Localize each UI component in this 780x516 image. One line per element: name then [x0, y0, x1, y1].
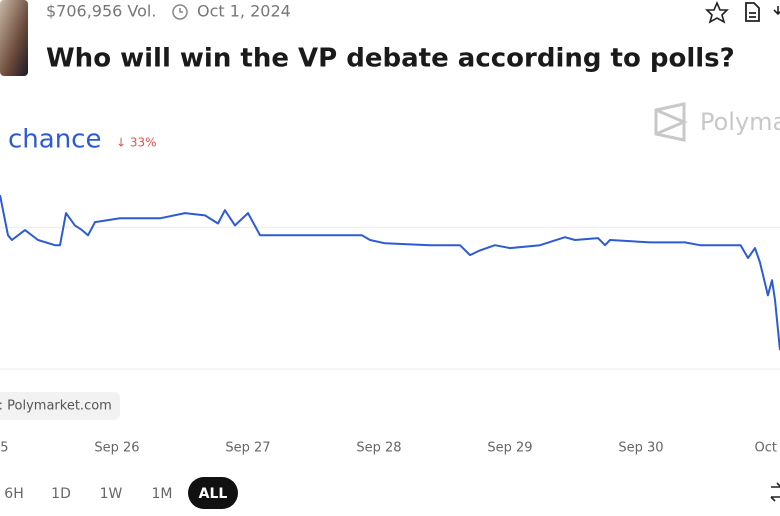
source-pill	[0, 392, 120, 420]
x-tick-label: Sep 30	[618, 441, 663, 456]
date: Oct 1, 2024	[197, 2, 291, 21]
clock-icon	[172, 4, 188, 20]
volume: $706,956 Vol.	[46, 2, 156, 21]
x-tick-label: Oct 1	[755, 441, 780, 456]
doc-icon[interactable]	[745, 2, 760, 22]
x-tick-label: Sep 27	[225, 441, 270, 456]
x-tick-label: Sep 25	[0, 441, 9, 456]
watermark: Polymarket	[700, 108, 780, 136]
range-button[interactable]: 1M	[152, 486, 173, 502]
range-button[interactable]: ALL	[199, 486, 228, 502]
range-button[interactable]: 6H	[4, 486, 23, 502]
range-active-bg[interactable]	[188, 477, 238, 509]
avatar	[0, 0, 28, 76]
chart: Sep 25 Sep 26 Sep 27 Sep 28 Sep 29 Sep 30 Oct …	[0, 194, 780, 456]
share-icon[interactable]	[773, 6, 780, 16]
swap-icon[interactable]	[770, 482, 780, 502]
change: ↓ 33%	[116, 136, 157, 150]
range-button[interactable]: 1D	[51, 486, 71, 502]
price-line	[0, 194, 780, 351]
clock-hand	[179, 8, 183, 13]
source: Source: Polymarket.com	[0, 399, 112, 414]
watermark-logo	[654, 102, 688, 142]
range-button[interactable]: 1W	[100, 486, 123, 502]
star-icon[interactable]	[705, 0, 729, 24]
title: Who will win the VP debate according to …	[46, 44, 735, 74]
x-tick-label: Sep 28	[356, 441, 401, 456]
range-buttons: 6H 1D 1W 1M ALL	[4, 477, 238, 509]
x-tick-label: Sep 26	[94, 441, 139, 456]
x-tick-label: Sep 29	[487, 441, 532, 456]
chance-label: chance	[8, 125, 101, 155]
